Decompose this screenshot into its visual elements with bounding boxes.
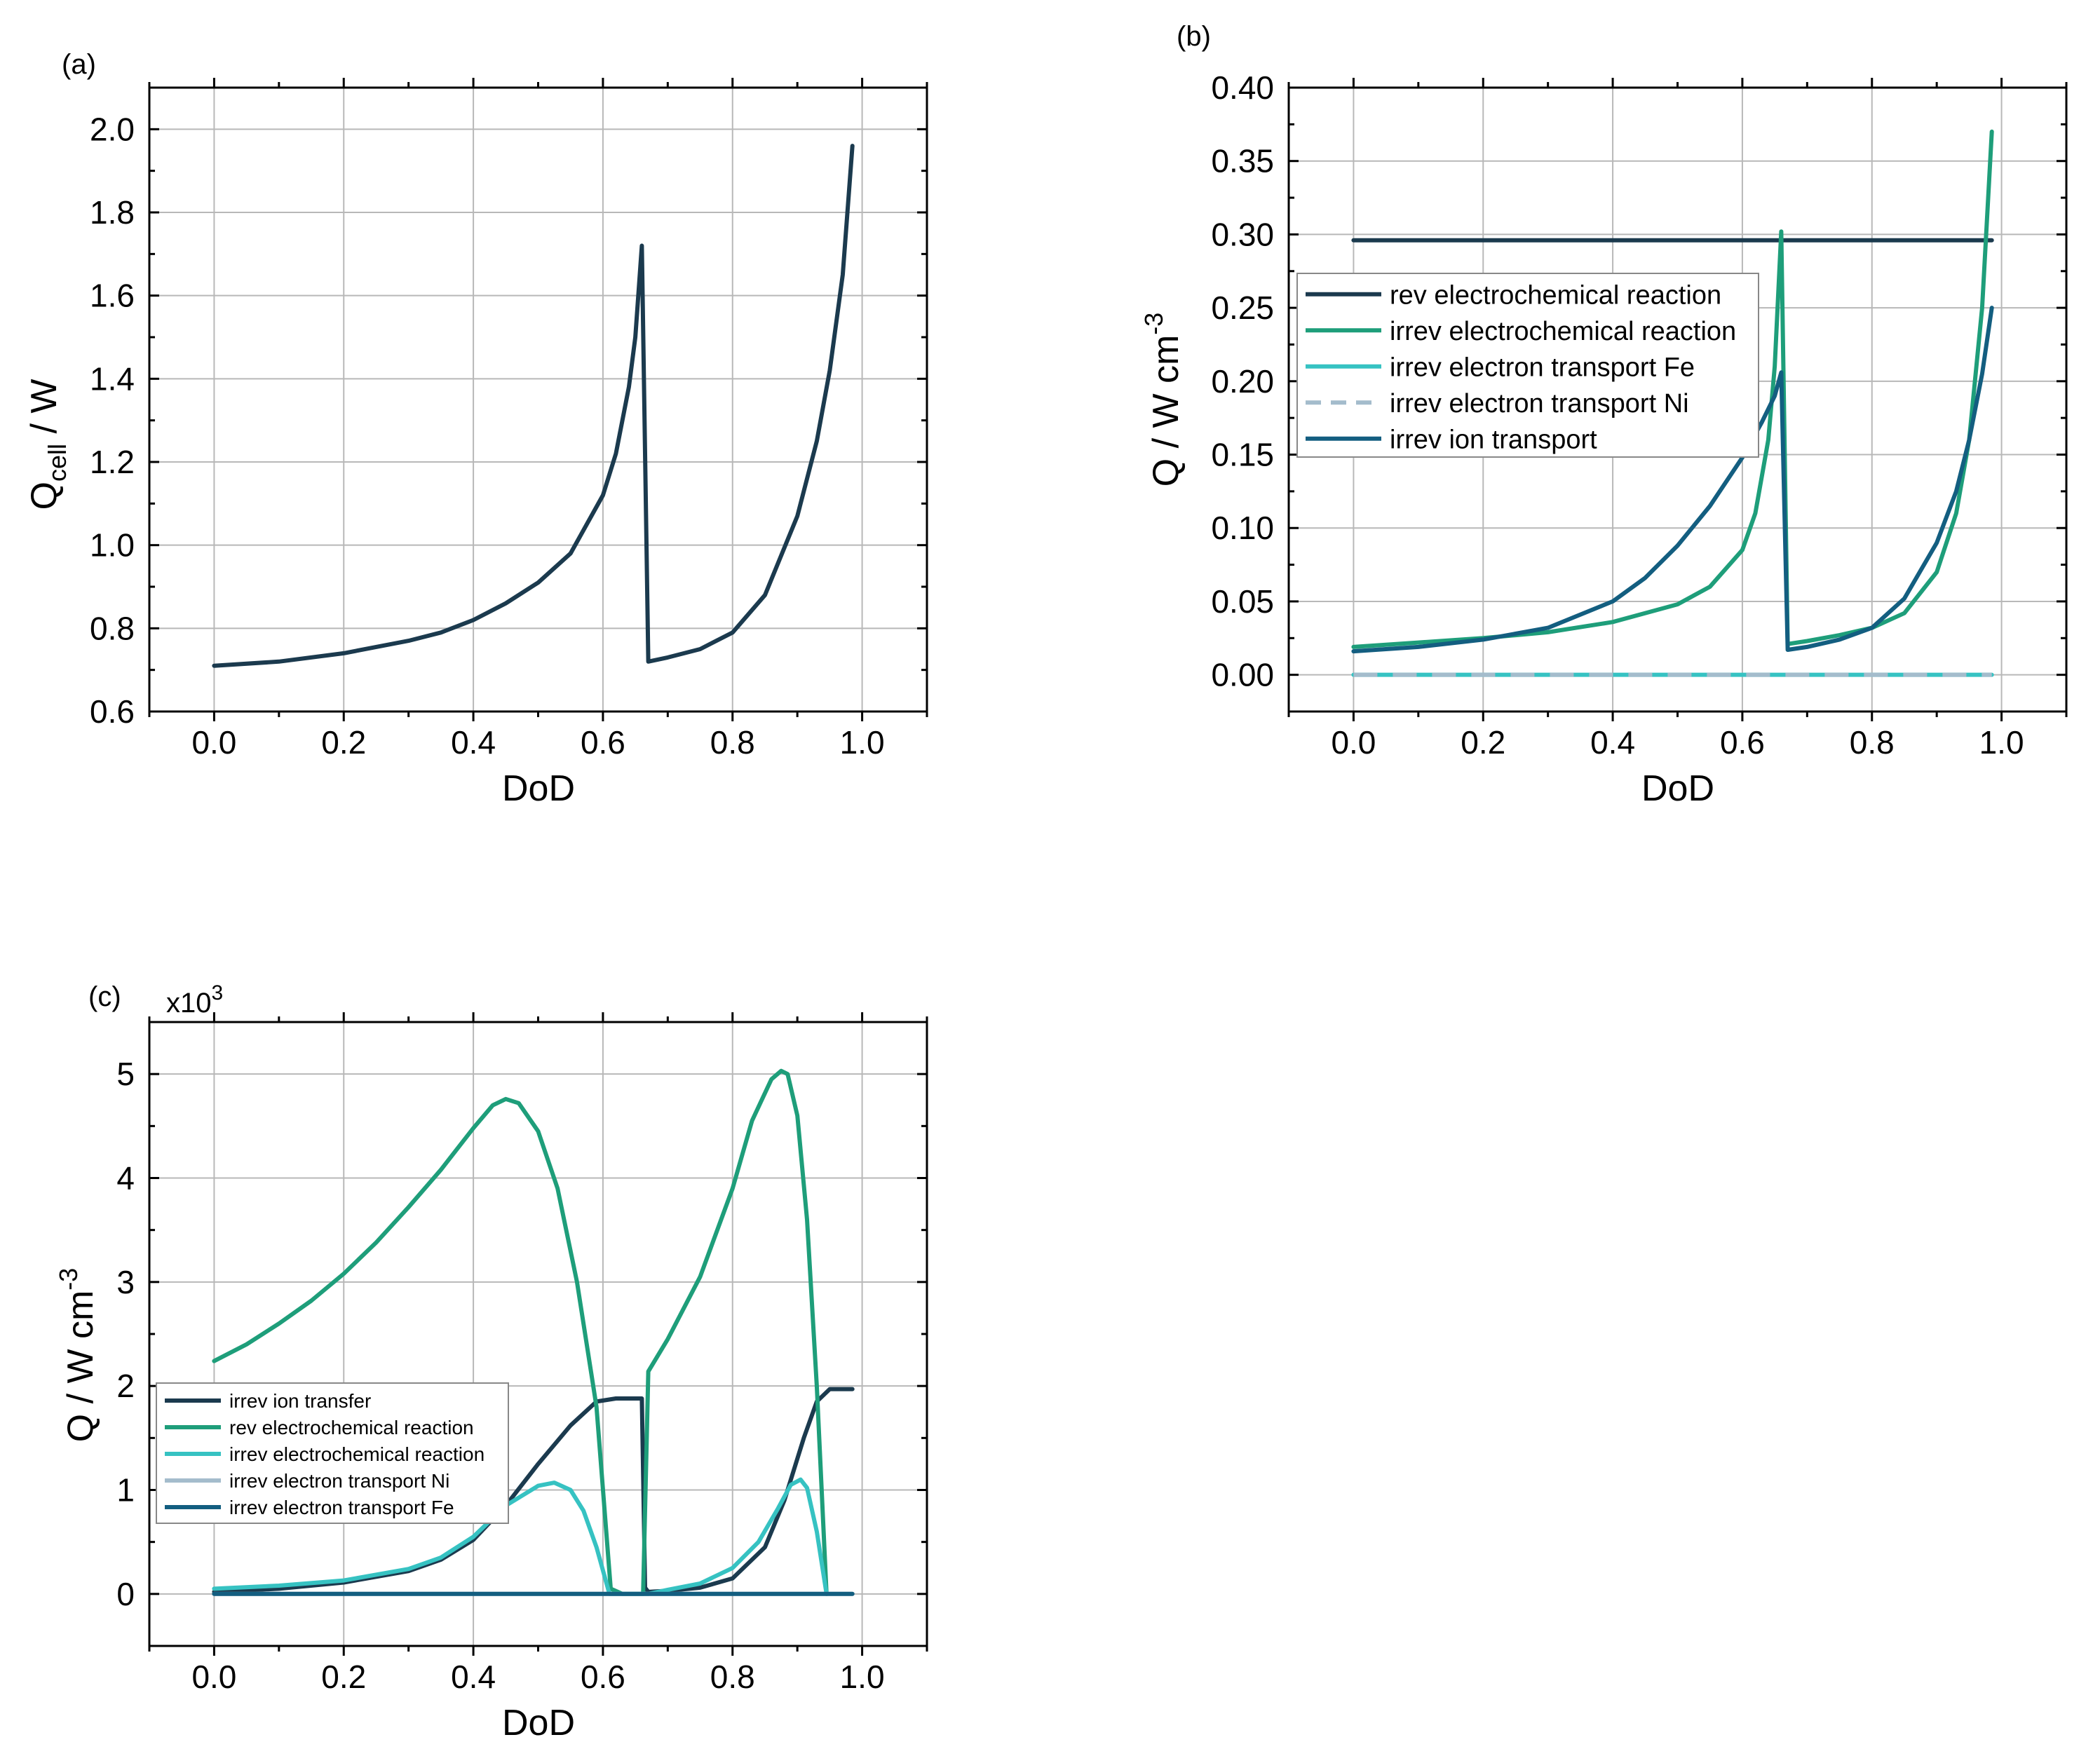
panel-label-b: (b) (1177, 21, 1211, 52)
series-line-a-0 (212, 144, 855, 668)
x-tick-label-a-2: 0.4 (451, 724, 496, 761)
y-tick-label-b-0: 0.00 (1211, 657, 1274, 693)
y-tick-label-b-1: 0.05 (1211, 583, 1274, 620)
panel-a: (a) 0.0 0.2 0.4 0.6 0.8 1.0 0.6 0.8 1.0 1.2 1.4 1.6… (24, 49, 928, 809)
y-tick-label-a-0: 0.6 (90, 693, 135, 730)
y-scale-multiplier-c-sup: 3 (212, 981, 224, 1005)
y-tick-label-b-3: 0.15 (1211, 437, 1274, 473)
y-scale-multiplier-c: x103 (166, 981, 223, 1019)
y-tick-label-b-8: 0.40 (1211, 69, 1274, 106)
x-tick-label-c-2: 0.4 (451, 1659, 496, 1695)
x-tick-label-c-1: 0.2 (321, 1659, 366, 1695)
plot-frame-a (148, 86, 928, 713)
y-axis-title-b: Q / W cm-3 (1139, 313, 1186, 487)
x-tick-label-b-5: 1.0 (1979, 724, 2024, 761)
panel-label-c: (c) (88, 981, 121, 1012)
series-line-c-2 (212, 1477, 829, 1596)
y-axis-title-a-unit: / W (24, 379, 65, 444)
x-tick-label-a-3: 0.6 (581, 724, 625, 761)
legend-label-c-3: irrev electron transport Ni (229, 1470, 449, 1492)
series-line-b-4 (1351, 306, 1994, 654)
series-line-b-1 (1351, 129, 1994, 649)
y-tick-label-a-2: 1.0 (90, 527, 135, 564)
y-tick-label-a-4: 1.4 (90, 360, 135, 397)
x-tick-label-c-4: 0.8 (710, 1659, 755, 1695)
y-axis-title-c-main: Q / W cm (60, 1291, 101, 1443)
y-tick-label-b-6: 0.30 (1211, 216, 1274, 252)
x-tick-label-a-0: 0.0 (191, 724, 236, 761)
y-tick-label-a-3: 1.2 (90, 444, 135, 480)
series-group-a (212, 144, 855, 668)
x-tick-label-b-4: 0.8 (1850, 724, 1895, 761)
y-scale-multiplier-c-base: x10 (166, 988, 212, 1019)
x-tick-label-b-2: 0.4 (1590, 724, 1635, 761)
legend-label-b-1: irrev electrochemical reaction (1390, 317, 1736, 346)
y-tick-label-c-0: 0 (116, 1576, 135, 1612)
series-group-b (1351, 129, 1994, 677)
x-tick-label-a-5: 1.0 (840, 724, 885, 761)
x-tick-label-a-1: 0.2 (321, 724, 366, 761)
y-tick-label-b-7: 0.35 (1211, 143, 1274, 179)
y-tick-label-c-4: 4 (116, 1160, 135, 1197)
series-line-c-1 (212, 1068, 829, 1596)
y-axis-title-c: Q / W cm-3 (54, 1268, 101, 1443)
x-tick-label-b-1: 0.2 (1461, 724, 1505, 761)
y-axis-title-c-sup: -3 (54, 1268, 83, 1291)
legend-label-c-4: irrev electron transport Fe (229, 1497, 454, 1518)
legend-label-b-4: irrev ion transport (1390, 425, 1597, 454)
y-tick-label-c-3: 3 (116, 1264, 135, 1300)
y-tick-label-a-6: 1.8 (90, 194, 135, 231)
legend-b: rev electrochemical reaction irrev electr… (1296, 273, 1759, 458)
x-tick-label-b-0: 0.0 (1331, 724, 1376, 761)
x-tick-label-c-5: 1.0 (840, 1659, 885, 1695)
x-axis-title-b: DoD (1641, 768, 1714, 809)
legend-label-b-3: irrev electron transport Ni (1390, 389, 1689, 418)
x-axis-title-a: DoD (502, 768, 575, 809)
legend-label-c-0: irrev ion transfer (229, 1390, 371, 1412)
x-tick-label-b-3: 0.6 (1720, 724, 1765, 761)
series-group-c (212, 1068, 855, 1596)
legend-label-c-2: irrev electrochemical reaction (229, 1443, 485, 1465)
plot-area-a: 0.0 0.2 0.4 0.6 0.8 1.0 0.6 0.8 1.0 1.2 1.4 1.6 1.8 2… (90, 78, 928, 761)
y-tick-label-c-5: 5 (116, 1056, 135, 1092)
x-tick-label-c-3: 0.6 (581, 1659, 625, 1695)
panel-label-a: (a) (62, 49, 96, 80)
legend-label-b-2: irrev electron transport Fe (1390, 353, 1695, 382)
y-axis-title-a-sub: cell (43, 444, 72, 482)
y-tick-label-c-1: 1 (116, 1472, 135, 1509)
x-tick-label-a-4: 0.8 (710, 724, 755, 761)
y-tick-label-b-5: 0.25 (1211, 290, 1274, 326)
y-tick-label-b-4: 0.20 (1211, 363, 1274, 400)
y-axis-title-a-main: Q (24, 482, 65, 510)
y-tick-label-a-5: 1.6 (90, 278, 135, 314)
x-axis-title-c: DoD (502, 1703, 575, 1743)
x-tick-label-c-0: 0.0 (191, 1659, 236, 1695)
legend-label-c-1: rev electrochemical reaction (229, 1417, 474, 1438)
panel-b: (b) 0.0 0.2 0.4 0.6 0.8 1.0 0.00 0.05 0.10 0.15 0.… (1139, 21, 2068, 809)
y-axis-title-b-main: Q / W cm (1146, 335, 1186, 487)
y-axis-title-a: Qcell / W (24, 379, 72, 510)
y-tick-label-a-7: 2.0 (90, 111, 135, 147)
y-tick-label-c-2: 2 (116, 1368, 135, 1404)
legend-label-b-0: rev electrochemical reaction (1390, 280, 1721, 310)
y-axis-title-b-sup: -3 (1139, 313, 1168, 335)
plot-area-c: 0.0 0.2 0.4 0.6 0.8 1.0 0 1 2 3 4 5 (116, 1012, 928, 1695)
y-tick-label-b-2: 0.10 (1211, 510, 1274, 546)
y-tick-label-a-1: 0.8 (90, 610, 135, 646)
legend-c: irrev ion transfer rev electrochemical re… (156, 1382, 509, 1524)
